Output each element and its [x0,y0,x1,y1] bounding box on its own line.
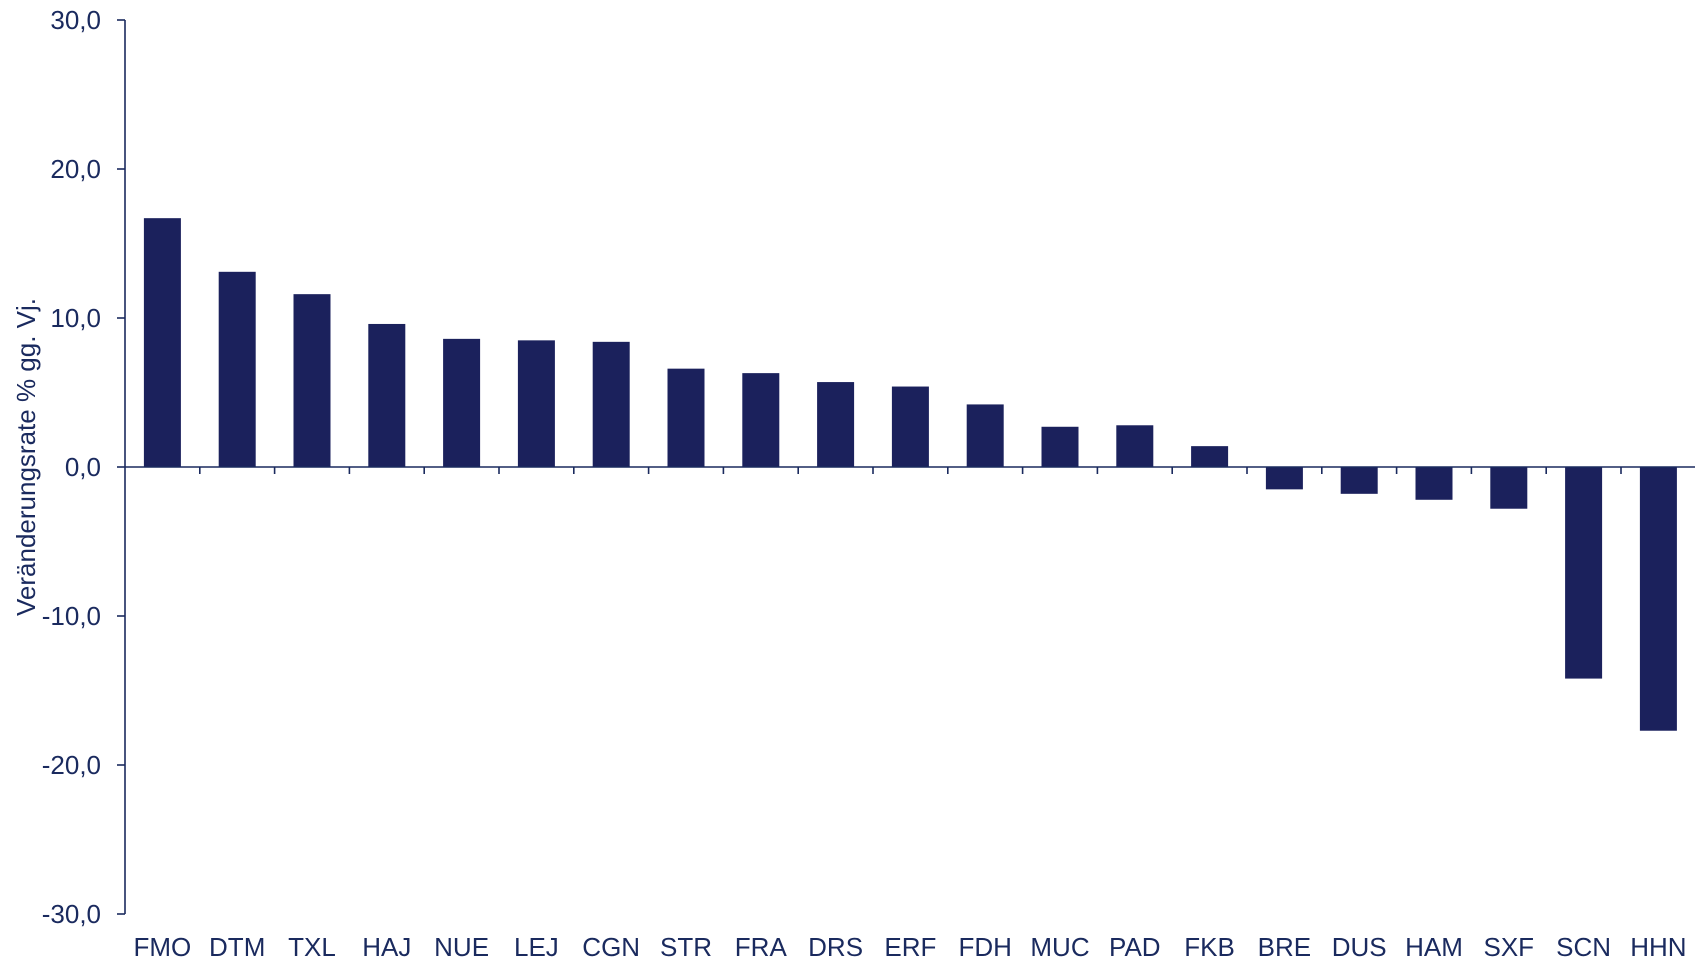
bar-hhn [1639,467,1677,731]
x-category-label: SCN [1556,932,1611,960]
bar-bre [1265,467,1303,490]
x-category-label: FRA [735,932,788,960]
bar-erf [891,386,929,467]
bar-pad [1116,425,1154,467]
x-axis: FMO DTM TXL HAJ NUE LEJ CGN STR FRA DRS ERF FDH MUC P… [125,466,1695,960]
bar-fkb [1191,446,1229,467]
x-category-label: CGN [582,932,640,960]
x-category-label: SXF [1484,932,1535,960]
x-category-label: BRE [1258,932,1311,960]
bar-ham [1415,467,1453,500]
x-category-label: NUE [434,932,489,960]
bar-dus [1340,467,1378,494]
x-category-label: FKB [1184,932,1235,960]
bar-sxf [1490,467,1528,509]
bar-drs [817,382,855,467]
x-category-label: PAD [1109,932,1161,960]
y-tick-label: 10,0 [50,303,101,333]
x-category-label: DRS [808,932,863,960]
bar-fmo [143,218,181,467]
bar-muc [1041,426,1079,467]
bar-scn [1565,467,1603,679]
y-axis-title: Veränderungsrate % gg. Vj. [11,298,41,616]
y-tick-label: -10,0 [42,601,101,631]
bar-fdh [966,404,1004,467]
x-category-label: TXL [288,932,336,960]
bar-lej [517,340,555,467]
y-tick-label: -20,0 [42,750,101,780]
bars [143,218,1677,731]
y-tick-label: 20,0 [50,154,101,184]
x-category-label: FMO [134,932,192,960]
bar-haj [368,323,406,467]
x-category-label: LEJ [514,932,559,960]
bar-str [667,368,705,467]
bar-dtm [218,271,256,467]
y-axis: 30,0 20,0 10,0 0,0 -10,0 -20,0 -30,0 [42,5,126,929]
y-tick-label: -30,0 [42,899,101,929]
x-category-label: DUS [1332,932,1387,960]
x-category-label: HAJ [362,932,411,960]
bar-nue [443,338,481,467]
y-tick-label: 30,0 [50,5,101,35]
x-category-label: ERF [884,932,936,960]
x-category-label: FDH [958,932,1011,960]
x-category-label: HHN [1630,932,1686,960]
bar-txl [293,294,331,467]
y-tick-label: 0,0 [65,452,101,482]
bar-fra [742,373,780,467]
x-category-label: HAM [1405,932,1463,960]
x-category-label: DTM [209,932,265,960]
bar-cgn [592,341,630,467]
x-category-label: MUC [1030,932,1089,960]
x-category-label: STR [660,932,712,960]
